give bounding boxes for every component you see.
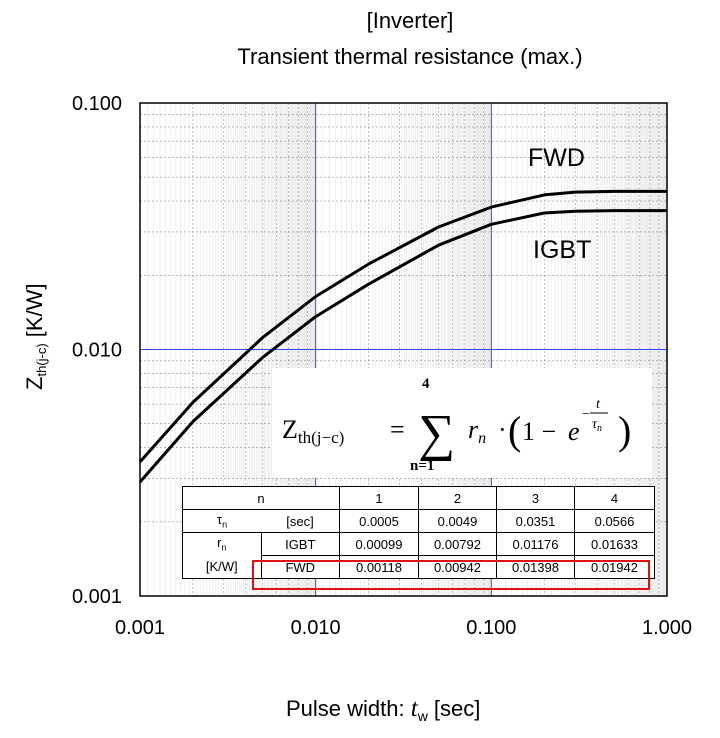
table-header-row: n 1 2 3 4 <box>182 486 655 510</box>
table-col-header: 2 <box>418 486 497 510</box>
thermal-parameter-table: n 1 2 3 4 τn [sec] 0.0005 0.0049 0.0351 … <box>182 486 655 579</box>
table-cell: 0.01398 <box>496 555 575 579</box>
tau-unit: [sec] <box>261 509 340 533</box>
x-tick-label: 1.000 <box>642 617 692 639</box>
formula-one-minus: 1 − <box>522 417 556 446</box>
x-axis-label-sub: w <box>417 708 429 724</box>
thermal-formula: Zth(j−c) = 4 ∑ n=1 rn · ( 1 − e − t τn ) <box>272 368 652 478</box>
table-cell: 0.0005 <box>339 509 419 533</box>
fwd-label: FWD <box>260 555 340 579</box>
table-row-fwd: [K/W] FWD 0.00118 0.00942 0.01398 0.0194… <box>182 555 655 579</box>
formula-sum-lower: n=1 <box>410 458 434 474</box>
x-tick-label: 0.100 <box>466 617 516 639</box>
table-header-label: n <box>182 486 340 510</box>
formula-paren-open: ( <box>508 408 521 453</box>
formula-exp-minus: − <box>582 407 590 422</box>
formula-lhs-sub: th(j−c) <box>298 428 344 447</box>
table-cell: 0.00099 <box>339 532 419 556</box>
chart-title-line2: Transient thermal resistance (max.) <box>237 44 583 69</box>
plot-frame <box>139 102 668 597</box>
table-col-header: 4 <box>574 486 655 510</box>
table-cell: 0.00942 <box>418 555 497 579</box>
formula-r: rn <box>468 415 486 447</box>
x-tick-label: 0.001 <box>115 617 165 639</box>
formula-equals: = <box>390 415 405 444</box>
r-unit: [K/W] <box>182 555 262 579</box>
formula-lhs-var: Z <box>282 415 298 444</box>
formula-lhs: Zth(j−c) <box>282 415 344 447</box>
formula-dot: · <box>498 415 507 444</box>
series-label-igbt: IGBT <box>533 236 591 264</box>
formula-exp-num: t <box>596 397 601 412</box>
table-cell: 0.0049 <box>418 509 497 533</box>
tau-symbol: τn <box>182 509 261 533</box>
formula-graphic: Zth(j−c) = 4 ∑ n=1 rn · ( 1 − e − t τn ) <box>282 376 631 474</box>
x-axis-label-unit: [sec] <box>428 696 481 721</box>
table-cell: 0.00118 <box>339 555 419 579</box>
y-tick-labels: 0.001 0.010 0.100 <box>72 93 122 608</box>
series-line-fwd <box>138 189 667 463</box>
table-cell: 0.0566 <box>574 509 655 533</box>
formula-exp-den: τn <box>592 417 602 434</box>
table-cell: 0.01942 <box>574 555 655 579</box>
r-symbol: rn <box>182 532 262 556</box>
x-tick-label: 0.010 <box>291 617 341 639</box>
igbt-label: IGBT <box>260 532 340 556</box>
table-row-igbt: rn IGBT 0.00099 0.00792 0.01176 0.01633 <box>182 532 655 556</box>
y-axis-label-var: Z <box>22 377 47 390</box>
table-cell: 0.01176 <box>496 532 575 556</box>
formula-exp-base: e <box>568 417 580 446</box>
table-col-header: 1 <box>339 486 419 510</box>
y-axis-label-unit: [K/W] <box>22 283 47 343</box>
table-cell: 0.00792 <box>418 532 497 556</box>
plot-curves <box>138 189 667 483</box>
table-col-header: 3 <box>496 486 575 510</box>
y-axis-label: Zth(j-c) [K/W] <box>22 283 49 390</box>
series-label-fwd: FWD <box>528 144 585 172</box>
x-axis-label-var: t <box>411 695 419 722</box>
formula-paren-close: ) <box>618 408 631 453</box>
y-tick-label: 0.010 <box>72 340 122 362</box>
y-tick-label: 0.100 <box>72 93 122 115</box>
sigma-icon: ∑ <box>418 405 455 462</box>
y-axis-label-sub: th(j-c) <box>34 343 49 376</box>
chart-title-line1: [Inverter] <box>366 8 454 33</box>
table-cell: 0.0351 <box>496 509 575 533</box>
x-axis-label: Pulse width: tw [sec] <box>286 695 480 724</box>
series-line-igbt <box>138 209 667 483</box>
y-tick-label: 0.001 <box>72 586 122 608</box>
x-tick-labels: 0.001 0.010 0.100 1.000 <box>115 617 692 639</box>
x-axis-label-text: Pulse width: <box>286 696 411 721</box>
table-row-tau: τn [sec] 0.0005 0.0049 0.0351 0.0566 <box>182 509 655 533</box>
table-cell: 0.01633 <box>574 532 655 556</box>
formula-sum-upper: 4 <box>422 376 430 392</box>
